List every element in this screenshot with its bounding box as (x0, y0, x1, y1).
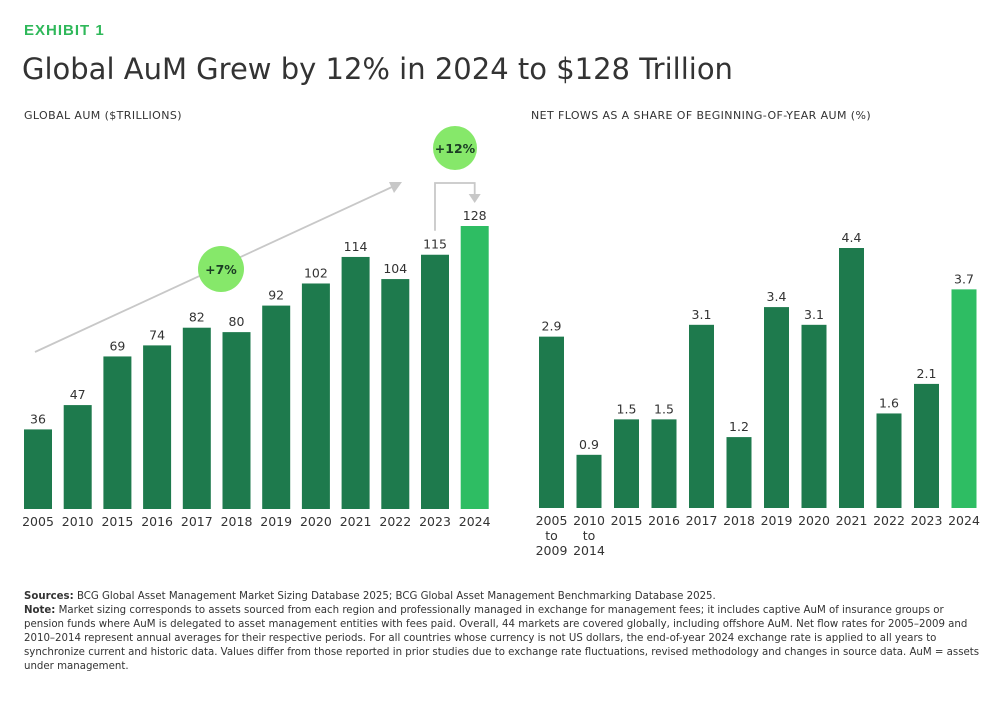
bar-1-9 (876, 413, 902, 508)
value-label-0-10: 115 (423, 237, 447, 252)
exhibit-label: EXHIBIT 1 (24, 22, 105, 39)
tick-label-1-2: 2015 (611, 513, 643, 528)
value-label-1-6: 3.4 (767, 289, 787, 304)
yoy-badge (433, 126, 477, 170)
tick-label-1-10: 2023 (911, 513, 943, 528)
value-label-0-5: 80 (229, 314, 245, 329)
bar-0-0 (24, 429, 52, 509)
tick-label-0-11: 2024 (459, 514, 491, 529)
value-label-0-8: 114 (344, 239, 368, 254)
value-label-1-3: 1.5 (654, 401, 674, 416)
note-text: Market sizing corresponds to assets sour… (24, 605, 980, 673)
tick-label-1-0-1: to (545, 528, 558, 543)
tick-label-1-9: 2022 (873, 513, 905, 528)
cagr-badge-label: +7% (205, 262, 237, 277)
tick-label-1-0-0: 2005 (536, 513, 568, 528)
bar-0-7 (301, 283, 330, 509)
bar-1-2 (614, 419, 639, 508)
bar-0-5 (222, 332, 251, 509)
value-label-0-1: 47 (70, 387, 86, 402)
bar-1-11 (951, 289, 977, 508)
value-label-0-3: 74 (149, 327, 165, 342)
tick-label-0-6: 2019 (260, 514, 292, 529)
tick-label-1-0-2: 2009 (536, 543, 568, 558)
bar-1-1 (576, 454, 602, 508)
bar-1-0 (539, 336, 564, 508)
sources-text: BCG Global Asset Management Market Sizin… (76, 591, 716, 602)
charts-canvas: 36 2005 47 2010 69 2015 74 2016 82 2017 80 2018 92 20… (22, 126, 980, 558)
tick-label-1-11: 2024 (948, 513, 980, 528)
note-label: Note: (24, 605, 56, 617)
value-label-1-10: 2.1 (917, 366, 937, 381)
bar-0-3 (143, 345, 172, 509)
cagr-arrow-head (389, 182, 402, 193)
tick-label-1-7: 2020 (798, 513, 830, 528)
bar-0-1 (63, 405, 92, 509)
value-label-1-2: 1.5 (617, 401, 637, 416)
value-label-1-9: 1.6 (879, 395, 899, 410)
tick-label-1-1-2: 2014 (573, 543, 605, 558)
bar-0-4 (182, 327, 211, 509)
bar-0-8 (341, 256, 370, 509)
bar-1-4 (689, 324, 714, 508)
tick-label-1-6: 2019 (761, 513, 793, 528)
tick-label-0-8: 2021 (340, 514, 372, 529)
tick-label-1-3: 2016 (648, 513, 680, 528)
tick-label-0-10: 2023 (419, 514, 451, 529)
bar-1-3 (651, 419, 677, 508)
bar-1-6 (764, 307, 789, 508)
tick-label-1-1-0: 2010 (573, 513, 605, 528)
yoy-arrow-line (434, 182, 476, 231)
value-label-0-7: 102 (304, 265, 328, 280)
tick-label-0-9: 2022 (379, 514, 411, 529)
bar-0-10 (421, 254, 449, 509)
value-label-1-4: 3.1 (692, 307, 712, 322)
cagr-badge (198, 246, 244, 292)
tick-label-0-2: 2015 (101, 514, 133, 529)
bar-0-2 (103, 356, 132, 509)
tick-label-0-5: 2018 (221, 514, 253, 529)
tick-label-0-3: 2016 (141, 514, 173, 529)
tick-label-1-1-1: to (583, 528, 596, 543)
yoy-arrow-head (468, 194, 481, 203)
sources-label: Sources: (24, 591, 74, 602)
tick-label-0-4: 2017 (181, 514, 213, 529)
bar-0-6 (262, 305, 291, 509)
left-chart-title: GLOBAL AUM ($TRILLIONS) (24, 109, 182, 122)
bar-1-7 (801, 324, 827, 508)
tick-label-0-7: 2020 (300, 514, 332, 529)
bar-0-9 (381, 279, 410, 509)
bar-1-5 (726, 437, 752, 508)
value-label-1-5: 1.2 (729, 419, 749, 434)
right-chart-title: NET FLOWS AS A SHARE OF BEGINNING-OF-YEA… (531, 109, 872, 122)
value-label-0-9: 104 (383, 261, 407, 276)
value-label-0-0: 36 (30, 411, 46, 426)
value-label-1-1: 0.9 (579, 437, 599, 452)
tick-label-1-8: 2021 (836, 513, 868, 528)
value-label-0-6: 92 (268, 288, 284, 303)
value-label-1-11: 3.7 (954, 271, 974, 286)
bar-1-10 (914, 383, 939, 508)
tick-label-1-4: 2017 (686, 513, 718, 528)
bar-0-11 (460, 226, 489, 509)
tick-label-0-1: 2010 (62, 514, 94, 529)
bar-1-8 (839, 248, 864, 508)
value-label-1-8: 4.4 (842, 230, 862, 245)
footer: Sources: BCG Global Asset Management Mar… (24, 590, 984, 675)
value-label-0-11: 128 (463, 208, 487, 223)
page-title: Global AuM Grew by 12% in 2024 to $128 T… (22, 52, 733, 86)
value-label-0-2: 69 (109, 338, 125, 353)
value-label-1-7: 3.1 (804, 307, 824, 322)
tick-label-0-0: 2005 (22, 514, 54, 529)
value-label-0-4: 82 (189, 310, 205, 325)
tick-label-1-5: 2018 (723, 513, 755, 528)
value-label-1-0: 2.9 (542, 319, 562, 334)
yoy-badge-label: +12% (435, 141, 476, 156)
